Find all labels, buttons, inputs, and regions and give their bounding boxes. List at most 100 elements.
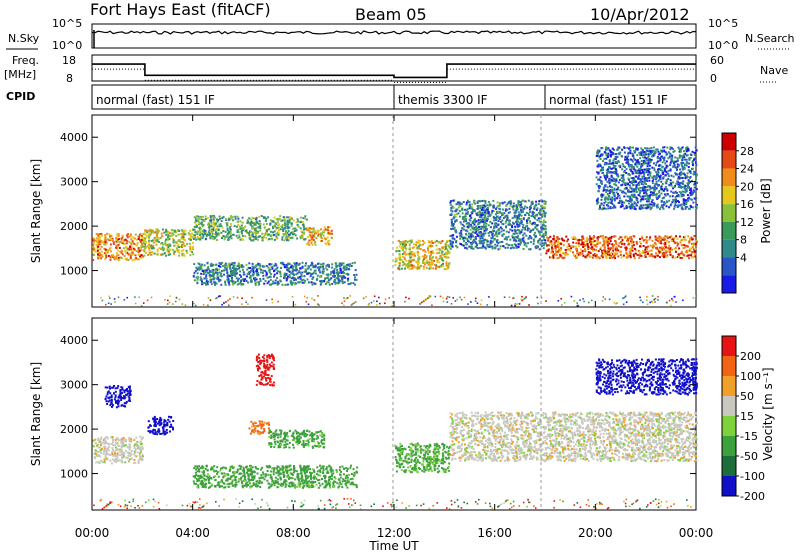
- data-cell: [476, 228, 479, 231]
- data-cell: [657, 195, 660, 198]
- data-cell: [605, 256, 608, 259]
- data-cell: [459, 202, 462, 205]
- data-cell: [504, 222, 507, 225]
- data-cell: [623, 171, 626, 173]
- data-cell: [302, 225, 305, 228]
- data-cell: [613, 254, 616, 257]
- data-cell: [475, 246, 478, 248]
- data-cell: [645, 157, 648, 160]
- data-cell: [665, 164, 668, 167]
- data-cell: [121, 234, 124, 237]
- data-cell: [279, 271, 282, 274]
- freq-label: Freq.: [12, 54, 39, 67]
- data-cell: [682, 194, 685, 197]
- data-cell: [579, 251, 582, 254]
- data-cell: [212, 222, 215, 224]
- data-cell: [466, 225, 469, 228]
- data-cell: [550, 240, 553, 243]
- data-cell: [221, 261, 224, 264]
- data-cell: [312, 228, 315, 231]
- data-cell: [478, 246, 481, 249]
- data-cell: [456, 246, 459, 249]
- data-cell: [343, 272, 346, 275]
- data-cell: [544, 200, 547, 203]
- data-cell: [177, 233, 180, 236]
- data-cell: [408, 240, 411, 243]
- data-cell: [649, 191, 652, 194]
- data-cell: [293, 279, 296, 282]
- data-cell: [215, 218, 218, 221]
- data-cell: [477, 214, 480, 217]
- data-cell: [138, 235, 141, 238]
- data-cell: [686, 245, 689, 248]
- data-cell: [637, 184, 640, 186]
- data-cell: [290, 280, 293, 283]
- data-cell: [409, 259, 412, 262]
- data-cell: [542, 236, 545, 239]
- data-cell: [620, 256, 623, 259]
- data-cell: [514, 229, 517, 232]
- data-cell: [133, 243, 136, 245]
- data-cell: [580, 243, 583, 246]
- data-cell: [479, 221, 482, 224]
- data-cell: [283, 265, 286, 268]
- data-cell: [202, 270, 204, 272]
- data-cell: [689, 248, 692, 250]
- data-cell: [650, 206, 653, 209]
- data-cell: [226, 221, 229, 224]
- data-cell: [330, 266, 333, 269]
- data-cell: [417, 245, 420, 248]
- data-cell: [475, 226, 478, 229]
- data-cell: [661, 247, 664, 250]
- data-cell: [551, 248, 554, 251]
- data-cell: [192, 275, 195, 278]
- data-cell: [673, 205, 676, 208]
- data-cell: [675, 235, 677, 238]
- data-cell: [608, 160, 611, 163]
- data-cell: [176, 245, 179, 248]
- data-cell: [687, 257, 690, 260]
- data-cell: [468, 218, 471, 221]
- data-cell: [292, 272, 294, 275]
- data-cell: [643, 181, 646, 184]
- data-cell: [629, 236, 632, 239]
- data-cell: [692, 189, 695, 192]
- data-cell: [409, 264, 412, 267]
- data-cell: [691, 150, 694, 153]
- data-cell: [553, 253, 556, 256]
- data-cell: [640, 254, 643, 257]
- data-cell: [644, 195, 647, 198]
- data-cell: [117, 249, 120, 252]
- data-cell: [443, 248, 446, 251]
- data-cell: [690, 187, 693, 190]
- data-cell: [311, 272, 314, 275]
- data-cell: [252, 227, 255, 230]
- data-cell: [240, 275, 242, 278]
- data-cell: [665, 160, 668, 163]
- data-cell: [168, 248, 171, 251]
- data-cell: [650, 193, 652, 196]
- data-cell: [239, 264, 242, 267]
- data-cell: [613, 195, 616, 197]
- data-cell: [519, 238, 522, 241]
- data-cell: [220, 220, 223, 223]
- data-cell: [310, 261, 313, 264]
- data-cell: [547, 248, 550, 251]
- data-cell: [167, 232, 169, 235]
- data-cell: [221, 226, 224, 229]
- data-cell: [651, 239, 654, 242]
- data-cell: [506, 208, 509, 211]
- data-cell: [689, 157, 692, 159]
- data-cell: [603, 244, 606, 247]
- data-cell: [605, 162, 608, 165]
- data-cell: [522, 207, 525, 210]
- data-cell: [211, 269, 214, 272]
- data-cell: [403, 262, 406, 265]
- data-cell: [541, 199, 544, 202]
- data-cell: [611, 253, 614, 256]
- data-cell: [504, 246, 507, 249]
- data-cell: [404, 244, 407, 247]
- data-cell: [655, 177, 658, 180]
- data-cell: [249, 236, 252, 238]
- data-cell: [216, 233, 219, 235]
